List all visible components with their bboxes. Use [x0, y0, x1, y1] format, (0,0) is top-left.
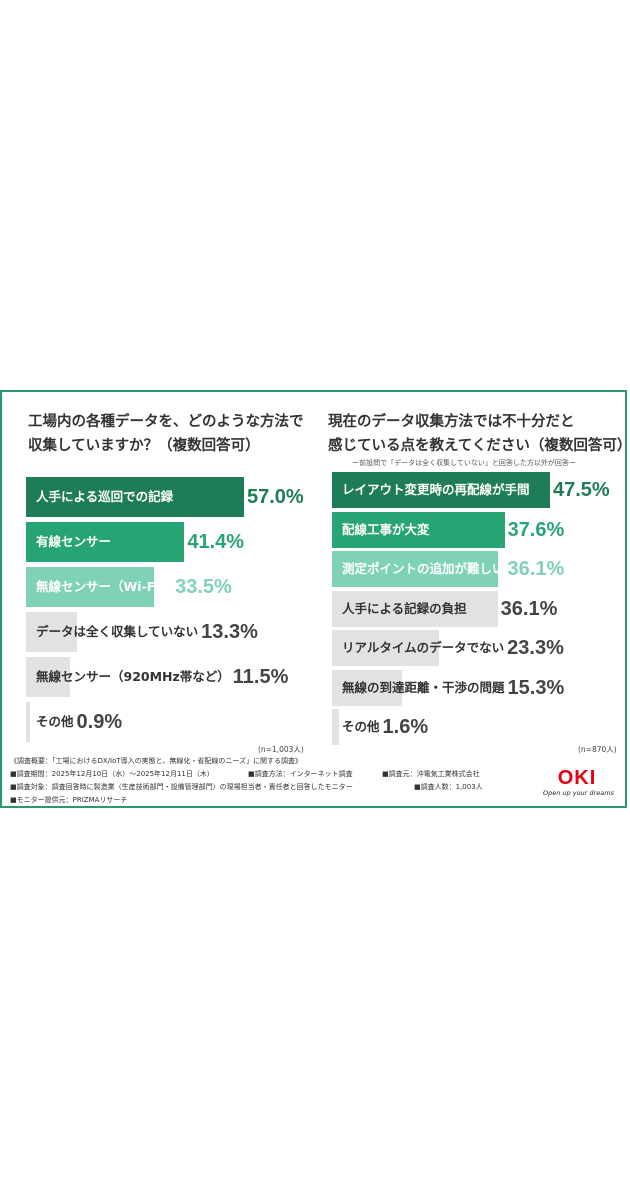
bar-label: 無線の到達距離・干渉の問題 [342, 679, 505, 695]
bar-value-label: 33.5% [175, 576, 232, 598]
bar-value-label: 13.3% [201, 621, 258, 643]
bar-label: データは全く収集していない [36, 624, 199, 639]
right-sample-size: (n=870人) [578, 745, 617, 754]
bar-value-label: 0.9% [76, 711, 123, 733]
footer-method: ■調査方法：インターネット調査 [248, 770, 353, 778]
bar-label: 人手による記録の負担 [342, 600, 467, 616]
left-title-line1: 工場内の各種データを、どのような方法で [28, 414, 304, 430]
footer-target: ■調査対象：調査回答時に製造業（生産技術部門・設備管理部門）の現場担当者・責任者… [10, 783, 353, 791]
bar-label: 測定ポイントの追加が難しい [342, 561, 505, 576]
footer-respondents: ■調査人数：1,003人 [414, 783, 483, 791]
bar-value-label: 47.5% [553, 479, 610, 501]
bar-value-label: 1.6% [382, 716, 429, 738]
bar-label: その他 [342, 719, 380, 734]
bar-left-2 [26, 567, 155, 607]
right-title-line1: 現在のデータ収集方法では不十分だと [328, 414, 575, 430]
bar-right-4 [332, 630, 439, 666]
oki-logo: OKI Open up your dreams [543, 767, 614, 798]
infographic-frame: 工場内の各種データを、どのような方法で 収集していますか？（複数回答可） 人手に… [0, 390, 630, 808]
bar-right-6 [332, 709, 340, 745]
bar-right-2 [332, 551, 498, 587]
bar-value-label: 15.3% [507, 676, 565, 699]
bar-value-label: 11.5% [232, 666, 289, 688]
bar-right-5 [332, 669, 403, 706]
bar-value-label: 36.1% [507, 558, 565, 580]
bar-value-label: 36.1% [500, 597, 558, 620]
bar-right-0 [332, 472, 550, 508]
bar-left-0 [26, 477, 244, 517]
bar-value-label: 41.4% [187, 531, 245, 553]
bar-label: 無線センサー（Wi-Fi） [36, 579, 173, 594]
bar-label: 有線センサー [36, 534, 112, 549]
bar-label: レイアウト変更時の再配線が手間 [342, 482, 530, 497]
bar-value-label: 37.6% [507, 518, 565, 541]
right-chart-title: 現在のデータ収集方法では不十分だと 感じている点を教えてください（複数回答可） [328, 410, 630, 458]
bar-label: その他 [36, 714, 74, 729]
left-sample-size: (n=1,003人) [258, 745, 304, 754]
bar-left-1 [26, 522, 185, 562]
bar-right-3 [332, 590, 498, 627]
footer-source: ■調査元：沖電気工業株式会社 [382, 770, 480, 778]
footer-survey-title: 《調査概要：「工場におけるDX/IoT導入の実態と、無線化・省配線のニーズ」に関… [10, 757, 303, 765]
bar-left-4 [26, 657, 70, 697]
bar-right-1 [332, 511, 505, 548]
bar-label: 無線センサー（920MHz帯など） [36, 669, 230, 684]
bar-left-3 [26, 612, 77, 652]
right-chart-subnote: ー前設問で「データは全く収集していない」と回答した方以外が回答ー [352, 459, 576, 467]
bar-label: 人手による巡回での記録 [36, 489, 174, 504]
bar-left-5 [26, 702, 30, 742]
footer-monitor: ■モニター提供元：PRIZMAリサーチ [10, 796, 128, 804]
bar-value-label: 23.3% [507, 637, 564, 659]
right-title-line2: 感じている点を教えてください（複数回答可） [328, 438, 630, 454]
left-chart-title: 工場内の各種データを、どのような方法で 収集していますか？（複数回答可） [28, 410, 304, 458]
oki-logo-tagline: Open up your dreams [543, 789, 614, 797]
oki-logo-word: OKI [557, 767, 597, 789]
bar-label: 配線工事が大変 [342, 521, 430, 537]
bar-label: リアルタイムのデータでない [342, 640, 505, 655]
footer-period: ■調査期間：2025年12月10日（水）〜2025年12月11日（木） [10, 770, 214, 778]
left-title-line2: 収集していますか？（複数回答可） [28, 438, 260, 454]
bar-value-label: 57.0% [247, 486, 304, 508]
